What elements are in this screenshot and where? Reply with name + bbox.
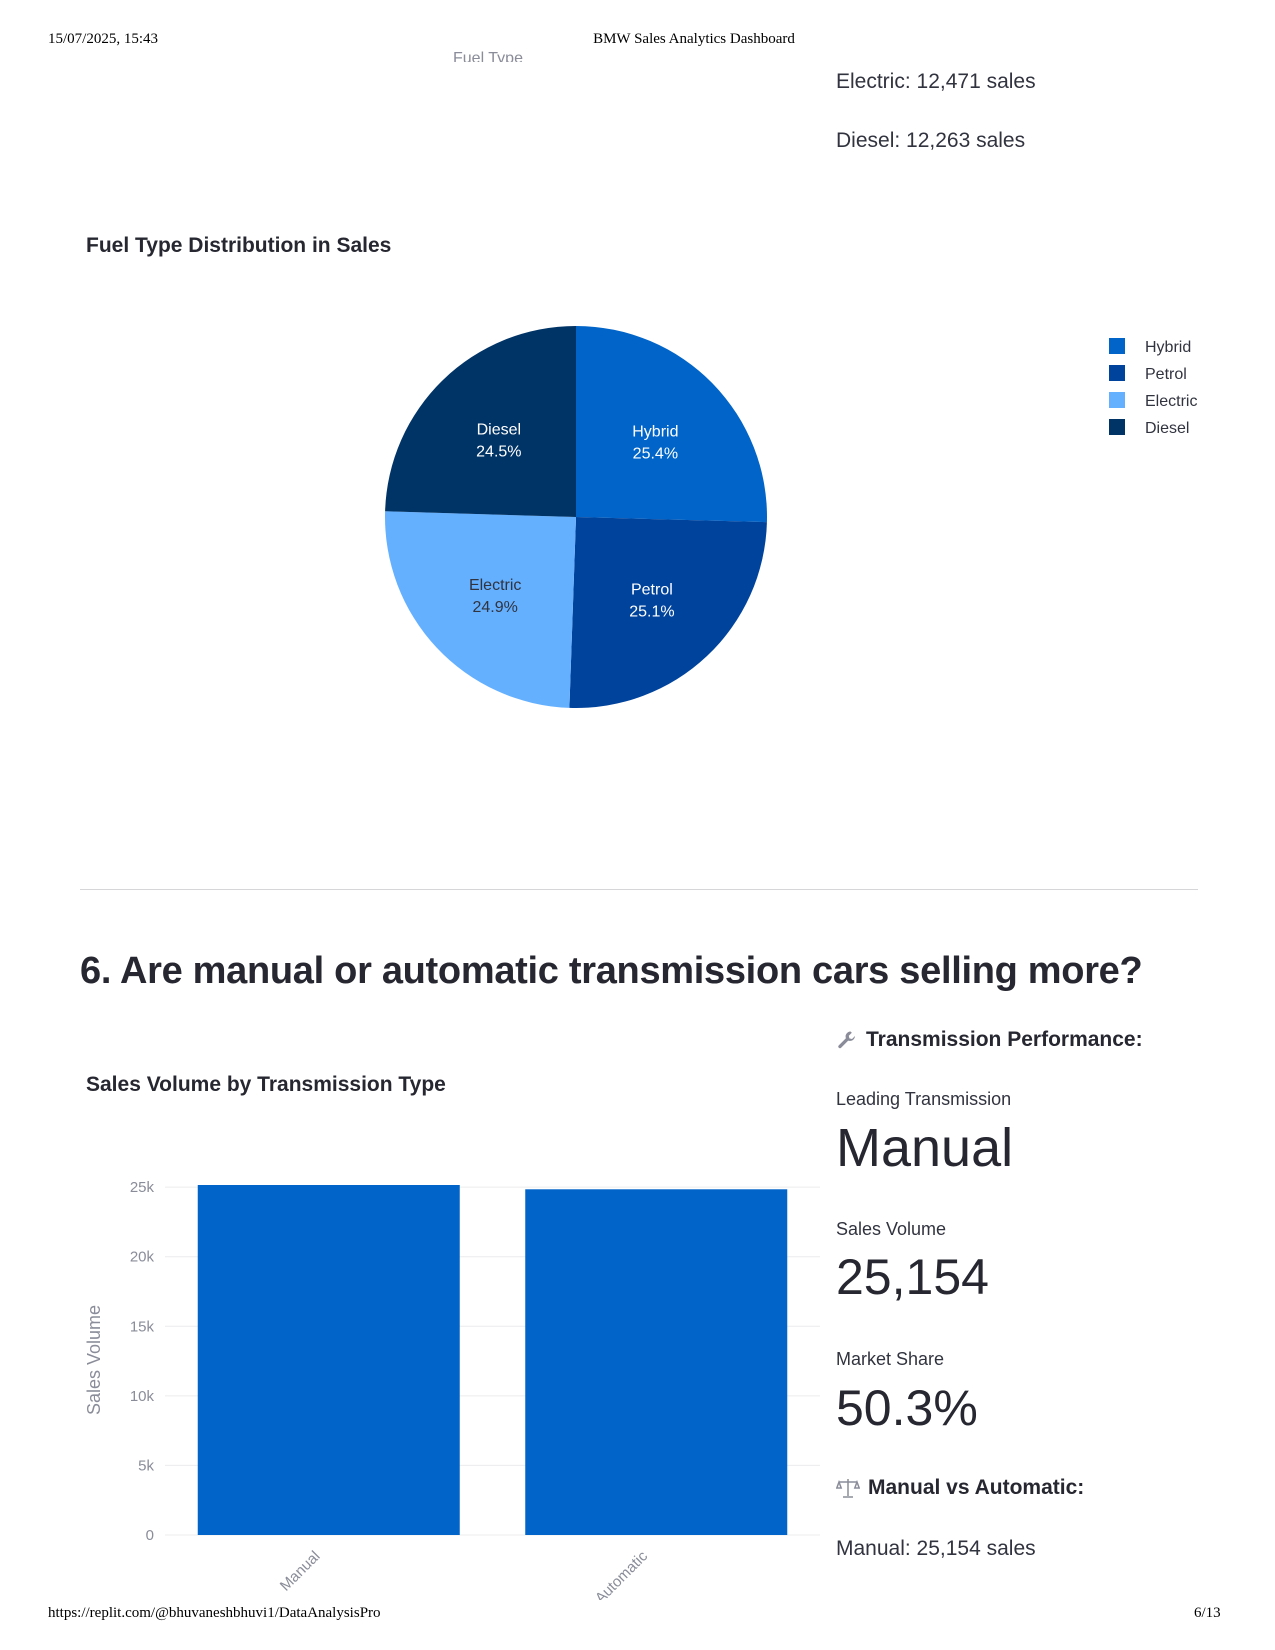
pie-slice-value: 24.5% bbox=[476, 444, 521, 461]
y-tick-label: 0 bbox=[146, 1527, 154, 1544]
print-datetime: 15/07/2025, 15:43 bbox=[48, 31, 159, 47]
y-tick-label: 10k bbox=[130, 1388, 155, 1405]
x-tick-label: Automatic bbox=[592, 1547, 652, 1600]
legend-label: Electric bbox=[1145, 393, 1197, 410]
balance-scale-icon bbox=[836, 1479, 860, 1498]
section-divider bbox=[80, 889, 1198, 890]
metric-label: Market Share bbox=[836, 1349, 945, 1369]
legend-swatch bbox=[1109, 392, 1125, 408]
wrench-icon bbox=[838, 1031, 855, 1049]
metric-label: Sales Volume bbox=[836, 1219, 947, 1239]
fuel-pie-chart: Hybrid 25.4% Petrol 25.1% Electric 24.9% Diese… bbox=[385, 326, 1197, 709]
metric-value: Manual bbox=[836, 1118, 1014, 1178]
y-tick-label: 25k bbox=[130, 1179, 155, 1196]
transmission-bar-chart: 0 5k 10k 15k 20k 25k Manual Automatic Sales Vo… bbox=[84, 1179, 820, 1600]
pie-chart-title: Fuel Type Distribution in Sales bbox=[86, 234, 392, 257]
pie-slice-label: Hybrid bbox=[632, 424, 678, 441]
pie-slice-label: Electric bbox=[469, 577, 521, 594]
performance-title-text: Transmission Performance: bbox=[866, 1028, 1143, 1051]
legend-swatch bbox=[1109, 365, 1125, 381]
bar-chart-title: Sales Volume by Transmission Type bbox=[86, 1073, 446, 1096]
metric-label: Leading Transmission bbox=[836, 1089, 1012, 1109]
pie-slice-diesel bbox=[385, 326, 576, 517]
bar-manual bbox=[197, 1185, 460, 1535]
print-url: https://replit.com/@bhuvaneshbhuvi1/Data… bbox=[48, 1605, 381, 1621]
pie-slice-label: Petrol bbox=[631, 582, 673, 599]
y-axis-label: Sales Volume bbox=[84, 1305, 104, 1415]
fuel-stat-line: Diesel: 12,263 sales bbox=[836, 129, 1026, 152]
pie-slice-value: 25.4% bbox=[633, 446, 678, 463]
pie-slice-petrol bbox=[569, 517, 767, 709]
bar-automatic bbox=[525, 1189, 788, 1535]
comparison-line: Manual: 25,154 sales bbox=[836, 1537, 1036, 1560]
metric-value: 25,154 bbox=[836, 1249, 989, 1305]
legend-swatch bbox=[1109, 338, 1125, 354]
y-tick-label: 15k bbox=[130, 1318, 155, 1335]
pie-slice-label: Diesel bbox=[477, 422, 521, 439]
legend-swatch bbox=[1109, 419, 1125, 435]
pie-slice-value: 24.9% bbox=[472, 599, 517, 616]
pie-slice-hybrid bbox=[576, 326, 767, 523]
comparison-title-text: Manual vs Automatic: bbox=[868, 1476, 1085, 1499]
y-tick-label: 5k bbox=[138, 1457, 154, 1474]
section-heading: 6. Are manual or automatic transmission … bbox=[80, 950, 1143, 992]
cut-axis-label: Fuel Type bbox=[453, 50, 523, 62]
print-page-number: 6/13 bbox=[1194, 1605, 1221, 1621]
pie-slice-electric bbox=[385, 511, 576, 708]
comparison-title: Manual vs Automatic: bbox=[836, 1476, 1084, 1500]
pie-slice-value: 25.1% bbox=[629, 604, 674, 621]
print-title: BMW Sales Analytics Dashboard bbox=[593, 31, 795, 47]
legend-label: Hybrid bbox=[1145, 339, 1191, 356]
performance-title: Transmission Performance: bbox=[836, 1028, 1143, 1052]
metric-value: 50.3% bbox=[836, 1380, 978, 1436]
legend-label: Diesel bbox=[1145, 420, 1189, 437]
y-tick-label: 20k bbox=[130, 1249, 155, 1266]
x-tick-label: Manual bbox=[277, 1548, 324, 1595]
legend-label: Petrol bbox=[1145, 366, 1187, 383]
fuel-stat-line: Electric: 12,471 sales bbox=[836, 70, 1036, 93]
